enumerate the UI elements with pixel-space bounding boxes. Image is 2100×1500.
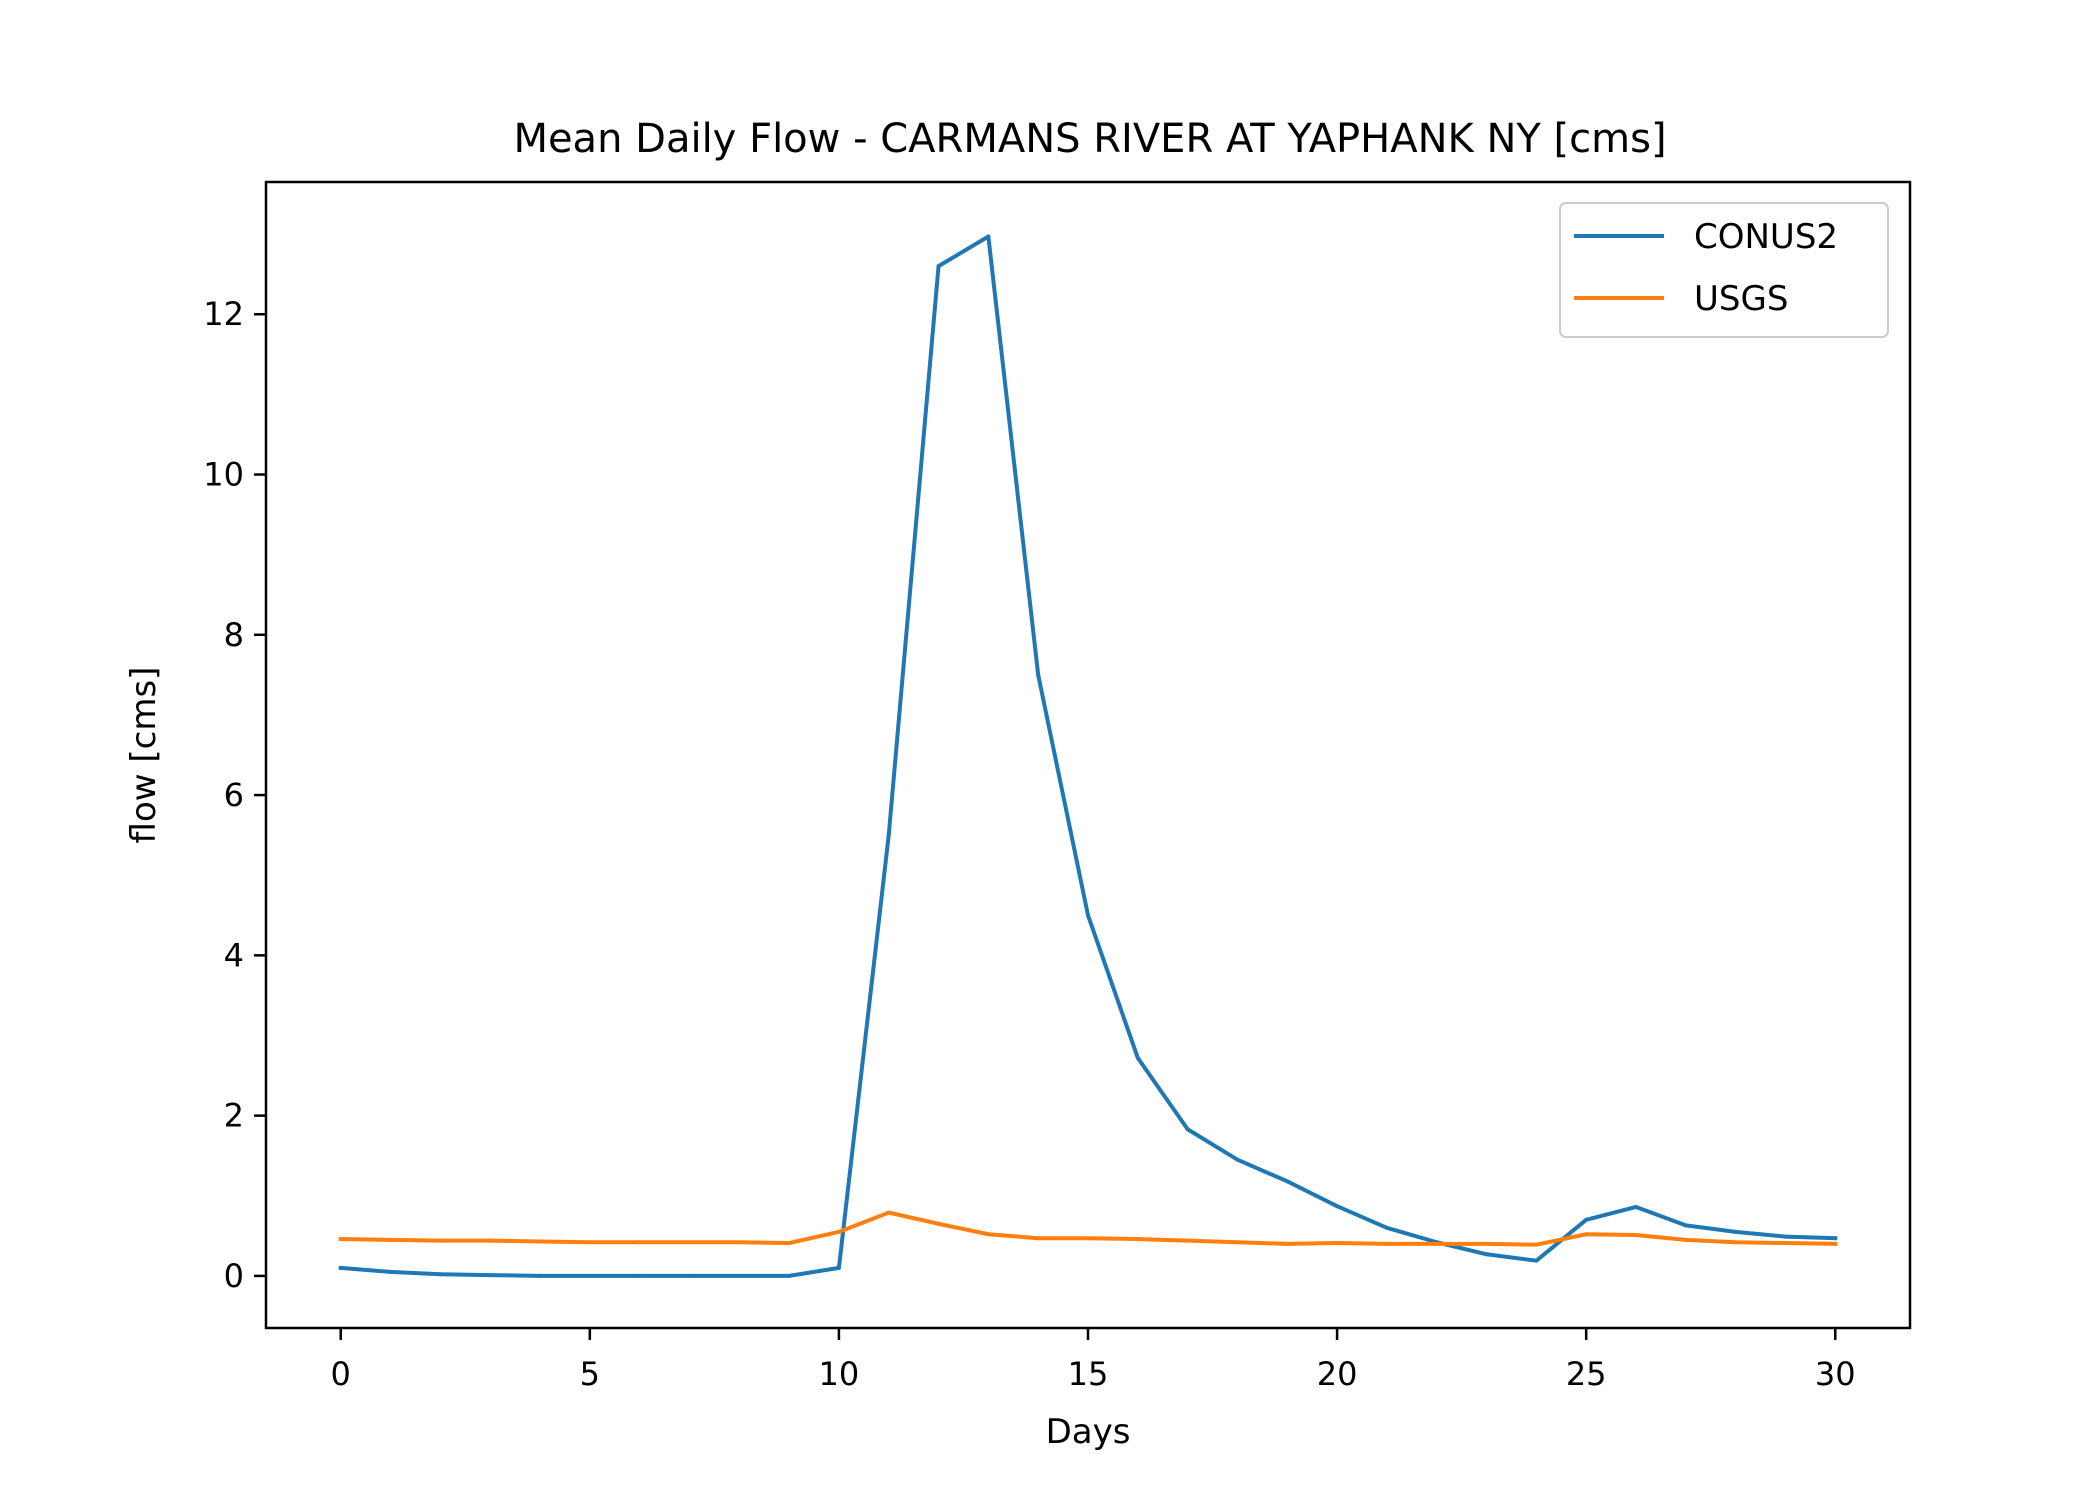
series-line-conus2 bbox=[338, 234, 1838, 1278]
data-point-conus2 bbox=[1235, 1157, 1240, 1162]
data-point-usgs bbox=[637, 1240, 642, 1245]
x-tick-label: 5 bbox=[580, 1355, 600, 1393]
data-point-usgs bbox=[1683, 1237, 1688, 1242]
data-point-usgs bbox=[687, 1240, 692, 1245]
x-tick-label: 30 bbox=[1815, 1355, 1856, 1393]
data-point-conus2 bbox=[587, 1273, 592, 1278]
data-point-conus2 bbox=[1285, 1179, 1290, 1184]
data-point-usgs bbox=[1634, 1233, 1638, 1238]
data-point-usgs bbox=[338, 1237, 343, 1242]
data-point-usgs bbox=[488, 1238, 493, 1243]
data-point-usgs bbox=[1534, 1242, 1539, 1247]
data-point-usgs bbox=[1584, 1232, 1589, 1237]
data-point-conus2 bbox=[1135, 1055, 1140, 1060]
y-tick-label: 6 bbox=[224, 776, 244, 814]
data-point-conus2 bbox=[1683, 1223, 1688, 1228]
data-point-conus2 bbox=[1185, 1127, 1190, 1132]
data-point-usgs bbox=[1384, 1241, 1389, 1246]
data-point-conus2 bbox=[1384, 1225, 1389, 1230]
plot-area bbox=[338, 234, 1838, 1278]
y-tick-label: 2 bbox=[224, 1097, 244, 1135]
y-tick-label: 12 bbox=[203, 295, 244, 333]
data-point-conus2 bbox=[488, 1273, 493, 1278]
data-point-conus2 bbox=[1733, 1229, 1738, 1234]
data-point-usgs bbox=[1235, 1240, 1240, 1245]
data-point-usgs bbox=[836, 1229, 841, 1234]
data-point-usgs bbox=[388, 1237, 393, 1242]
data-point-conus2 bbox=[338, 1265, 343, 1270]
data-point-usgs bbox=[587, 1240, 592, 1245]
data-point-usgs bbox=[1335, 1241, 1340, 1246]
data-point-conus2 bbox=[1335, 1204, 1340, 1209]
y-tick-label: 4 bbox=[224, 936, 244, 974]
data-point-usgs bbox=[936, 1221, 941, 1226]
data-point-conus2 bbox=[438, 1272, 443, 1277]
data-point-conus2 bbox=[936, 264, 941, 269]
x-axis-label: Days bbox=[1046, 1412, 1131, 1452]
data-point-usgs bbox=[1086, 1236, 1090, 1241]
legend-label-conus2: CONUS2 bbox=[1694, 217, 1838, 257]
data-point-usgs bbox=[1833, 1241, 1838, 1246]
data-point-conus2 bbox=[836, 1265, 841, 1270]
data-point-conus2 bbox=[1036, 672, 1041, 677]
data-point-conus2 bbox=[1584, 1217, 1589, 1222]
data-point-conus2 bbox=[1833, 1236, 1838, 1241]
data-point-usgs bbox=[438, 1238, 443, 1243]
data-point-usgs bbox=[886, 1210, 891, 1215]
chart-title: Mean Daily Flow - CARMANS RIVER AT YAPHA… bbox=[513, 116, 1666, 162]
data-point-usgs bbox=[1733, 1240, 1738, 1245]
x-axis: 0 5 10 15 20 25 30 bbox=[331, 1328, 1856, 1393]
legend: CONUS2 USGS bbox=[1559, 202, 1889, 338]
data-point-conus2 bbox=[737, 1273, 742, 1278]
y-tick-label: 0 bbox=[224, 1257, 244, 1295]
data-point-usgs bbox=[1484, 1241, 1489, 1246]
data-point-conus2 bbox=[388, 1269, 393, 1274]
data-point-usgs bbox=[1783, 1241, 1788, 1246]
y-tick-label: 8 bbox=[224, 616, 244, 654]
data-point-usgs bbox=[1185, 1238, 1190, 1243]
x-tick-label: 10 bbox=[819, 1355, 860, 1393]
data-point-usgs bbox=[986, 1232, 991, 1237]
data-point-usgs bbox=[1434, 1241, 1439, 1246]
data-point-conus2 bbox=[538, 1273, 542, 1278]
data-point-usgs bbox=[1036, 1236, 1041, 1241]
data-point-conus2 bbox=[637, 1273, 642, 1278]
data-point-conus2 bbox=[687, 1273, 692, 1278]
data-point-usgs bbox=[1285, 1241, 1290, 1246]
data-point-conus2 bbox=[1534, 1258, 1539, 1263]
x-tick-label: 15 bbox=[1068, 1355, 1109, 1393]
data-point-conus2 bbox=[1086, 913, 1090, 918]
x-tick-label: 20 bbox=[1317, 1355, 1358, 1393]
data-point-conus2 bbox=[986, 234, 991, 239]
data-point-usgs bbox=[787, 1241, 792, 1246]
y-axis-label: flow [cms] bbox=[124, 667, 164, 844]
x-tick-label: 0 bbox=[331, 1355, 351, 1393]
data-point-usgs bbox=[538, 1239, 542, 1244]
data-point-usgs bbox=[1135, 1237, 1140, 1242]
legend-label-usgs: USGS bbox=[1694, 279, 1788, 319]
data-point-conus2 bbox=[886, 833, 891, 838]
data-point-usgs bbox=[737, 1240, 742, 1245]
data-point-conus2 bbox=[787, 1273, 792, 1278]
y-axis: 0 2 4 6 8 10 12 bbox=[203, 295, 266, 1295]
data-point-conus2 bbox=[1484, 1252, 1489, 1257]
y-tick-label: 10 bbox=[203, 456, 244, 494]
x-tick-label: 25 bbox=[1566, 1355, 1607, 1393]
plot-frame bbox=[264, 180, 1912, 1330]
data-point-conus2 bbox=[1783, 1234, 1788, 1239]
data-point-conus2 bbox=[1634, 1204, 1638, 1209]
